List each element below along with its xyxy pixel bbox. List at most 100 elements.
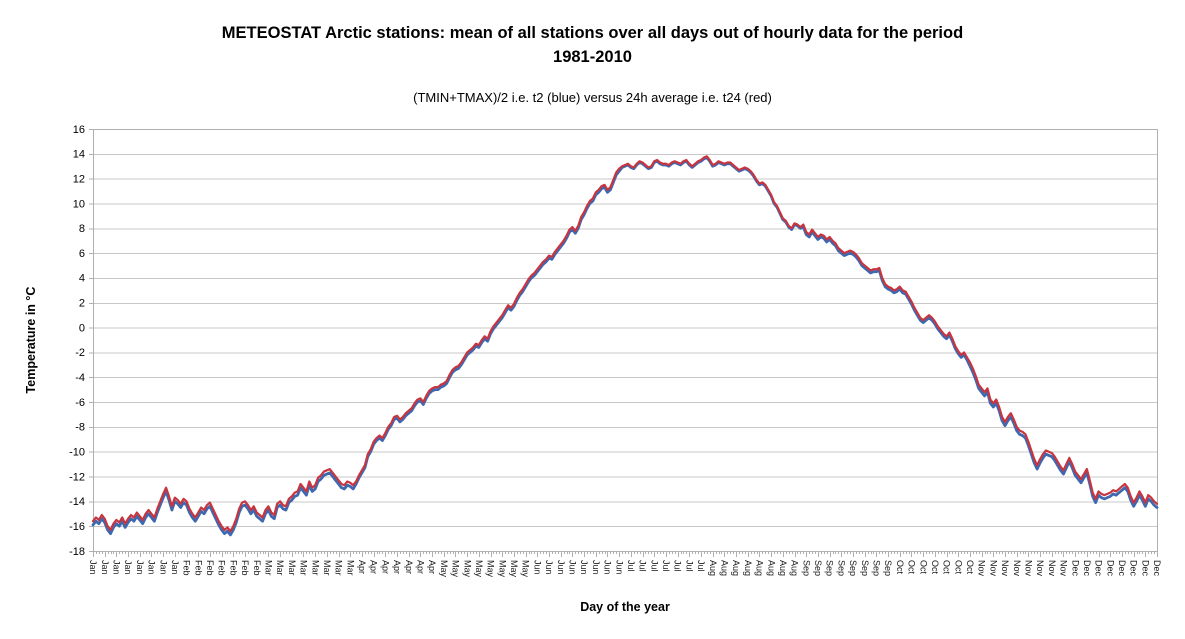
x-tick-label: Jan (88, 560, 98, 575)
x-tick-label: Mar (322, 560, 332, 576)
x-tick-label: Dec (1140, 560, 1150, 577)
x-tick-label: Jun (614, 560, 624, 575)
x-tick-label: Sep (825, 560, 835, 576)
x-tick-label: Jun (579, 560, 589, 575)
x-tick-label: Aug (731, 560, 741, 576)
x-tick-label: Nov (1012, 560, 1022, 577)
y-tick-label: -8 (75, 422, 85, 434)
y-tick-label: -16 (69, 521, 85, 533)
x-tick-label: Mar (310, 560, 320, 576)
x-tick-label: Oct (965, 560, 975, 575)
y-tick-label: 4 (79, 273, 85, 285)
x-tick-label: Apr (392, 560, 402, 574)
y-tick-label: 8 (79, 223, 85, 235)
x-tick-label: Oct (930, 560, 940, 575)
x-tick-label: Jan (158, 560, 168, 575)
x-tick-label: Sep (860, 560, 870, 576)
x-tick-label: Nov (1024, 560, 1034, 577)
y-axis-ticks: 16 14 12 10 8 6 4 2 0 -2 -4 -6 -8 -10 -12 -14 -16 -18 (69, 124, 93, 558)
x-tick-label: Feb (193, 560, 203, 576)
x-tick-label: Jul (649, 560, 659, 572)
y-tick-label: -2 (75, 347, 85, 359)
x-tick-label: Mar (275, 560, 285, 576)
t2-blue-line (91, 156, 1159, 537)
x-tick-label: Jan (100, 560, 110, 575)
x-tick-label: Apr (380, 560, 390, 574)
x-tick-label: Jul (673, 560, 683, 572)
y-tick-label: -14 (69, 496, 85, 508)
x-tick-label: Dec (1129, 560, 1139, 577)
y-tick-label: -6 (75, 397, 85, 409)
x-tick-label: Mar (334, 560, 344, 576)
x-tick-label: Feb (240, 560, 250, 576)
x-tick-label: Jun (544, 560, 554, 575)
x-tick-label: Dec (1070, 560, 1080, 577)
x-tick-label: Jan (170, 560, 180, 575)
x-tick-label: Sep (801, 560, 811, 576)
x-tick-label: Apr (427, 560, 437, 574)
x-tick-label: Oct (895, 560, 905, 575)
x-tick-label: Jan (147, 560, 157, 575)
x-tick-label: Sep (848, 560, 858, 576)
y-tick-label: 16 (73, 124, 85, 136)
x-tick-label: Sep (872, 560, 882, 576)
x-tick-label: Dec (1082, 560, 1092, 577)
x-tick-label: Oct (918, 560, 928, 575)
x-tick-label: Nov (988, 560, 998, 577)
x-tick-label: Sep (813, 560, 823, 576)
x-tick-label: Oct (907, 560, 917, 575)
y-tick-label: -12 (69, 471, 85, 483)
plot-border (93, 129, 1158, 552)
x-tick-label: Feb (217, 560, 227, 576)
y-tick-label: 2 (79, 298, 85, 310)
x-tick-label: Dec (1152, 560, 1162, 577)
x-tick-label: Sep (836, 560, 846, 576)
x-tick-label: Aug (720, 560, 730, 576)
x-tick-label: Jan (135, 560, 145, 575)
y-tick-label: 6 (79, 248, 85, 260)
x-tick-label: Aug (708, 560, 718, 576)
x-tick-label: Sep (883, 560, 893, 576)
x-tick-label: Feb (252, 560, 262, 576)
x-tick-label: Jun (568, 560, 578, 575)
x-tick-label: May (451, 560, 461, 578)
y-tick-label: 0 (79, 322, 85, 334)
x-tick-label: May (462, 560, 472, 578)
x-tick-label: Feb (228, 560, 238, 576)
x-tick-label: Nov (977, 560, 987, 577)
x-tick-label: Nov (1000, 560, 1010, 577)
y-tick-label: -18 (69, 546, 85, 558)
x-tick-label: Apr (369, 560, 379, 574)
x-tick-label: Dec (1105, 560, 1115, 577)
x-tick-label: Aug (755, 560, 765, 576)
x-tick-label: Jan (123, 560, 133, 575)
x-tick-label: Jul (684, 560, 694, 572)
x-tick-label: May (439, 560, 449, 578)
x-tick-label: May (521, 560, 531, 578)
x-tick-label: Jun (603, 560, 613, 575)
y-tick-label: -10 (69, 447, 85, 459)
x-tick-label: Nov (1035, 560, 1045, 577)
x-tick-label: Feb (182, 560, 192, 576)
gridlines (93, 129, 1157, 552)
x-tick-label: Aug (766, 560, 776, 576)
x-tick-label: Jul (661, 560, 671, 572)
y-tick-label: 12 (73, 173, 85, 185)
chart-title: METEOSTAT Arctic stations: mean of all s… (0, 22, 1185, 70)
x-tick-label: Jul (626, 560, 636, 572)
x-tick-label: Feb (205, 560, 215, 576)
x-tick-label: May (474, 560, 484, 578)
x-axis-title: Day of the year (580, 600, 670, 614)
x-tick-label: Aug (778, 560, 788, 576)
x-axis-labels: Jan Jan Jan Jan Jan Jan Jan Jan Feb Feb Feb Feb Feb F… (88, 560, 1162, 578)
x-tick-label: Dec (1117, 560, 1127, 577)
x-tick-label: Mar (264, 560, 274, 576)
x-tick-label: Apr (357, 560, 367, 574)
x-tick-label: Jun (556, 560, 566, 575)
x-tick-label: Mar (345, 560, 355, 576)
chart-title-line1: METEOSTAT Arctic stations: mean of all s… (221, 24, 964, 42)
x-axis-ticks (93, 551, 1158, 557)
chart-title-line2: 1981-2010 (553, 47, 632, 66)
x-tick-label: Nov (1047, 560, 1057, 577)
